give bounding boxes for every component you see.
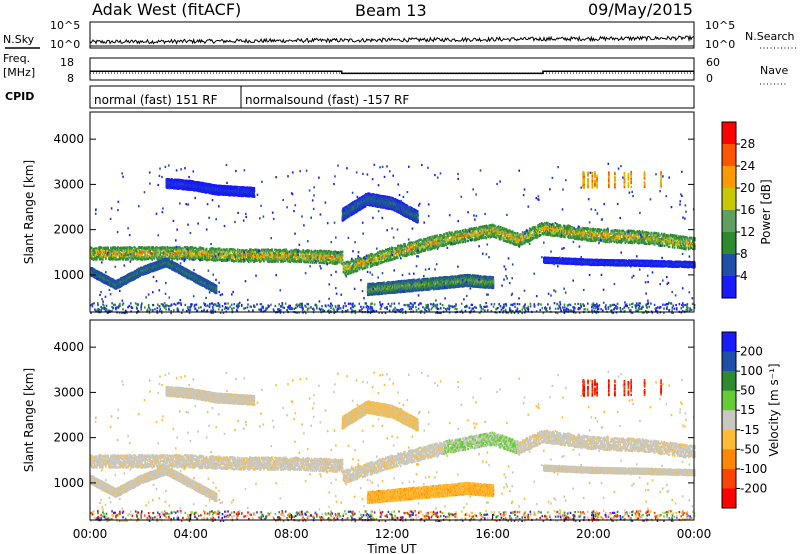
colorbar-tick-label: -100 (740, 462, 767, 476)
x-tick-label: 04:00 (173, 527, 208, 541)
power-ylabel: Slant Range [km] (22, 160, 36, 264)
colorbar-tick-label: -200 (740, 481, 767, 495)
nsky-tick-bottom: 10^0 (50, 38, 80, 51)
nsearch-label: N.Search (745, 30, 795, 43)
freq-tick-bottom: 8 (67, 72, 74, 85)
x-tick-label: 12:00 (375, 527, 410, 541)
x-tick-label: 00:00 (677, 527, 712, 541)
cpid-segment-label: normalsound (fast) -157 RF (245, 93, 409, 107)
nave-tick-top: 60 (706, 56, 720, 69)
freq-label: Freq. (3, 52, 30, 65)
x-tick-label: 16:00 (475, 527, 510, 541)
velocity-colorbar-label: Velocity [m s⁻¹] (767, 363, 781, 456)
date-title: 09/May/2015 (588, 0, 693, 19)
colorbar-tick-label: 4 (740, 269, 748, 283)
time-axis-label: Time UT (366, 542, 417, 554)
nave-label: Nave (760, 64, 788, 77)
freq-unit: [MHz] (3, 66, 35, 79)
beam-title: Beam 13 (355, 1, 427, 20)
nave-tick-bottom: 0 (706, 72, 713, 85)
x-tick-label: 08:00 (274, 527, 309, 541)
station-title: Adak West (fitACF) (92, 0, 241, 19)
power-colorbar-label: Power [dB] (759, 179, 773, 244)
freq-tick-top: 18 (60, 56, 74, 69)
velocity-panel: 1000 2000 3000 4000 00:00 04:00 08:00 12:00 16:… (22, 320, 711, 554)
colorbar-tick-label: 15 (740, 403, 755, 417)
freq-panel: Freq. [MHz] 18 8 60 0 Nave (3, 52, 788, 85)
nsky-trace (90, 36, 694, 46)
colorbar-tick-label: -15 (740, 423, 760, 437)
y-tick-label: 4000 (53, 132, 84, 146)
power-colorbar: 4 8 12 16 20 24 28 Power [dB] (722, 122, 773, 299)
colorbar-tick-label: -50 (740, 442, 760, 456)
velocity-colorbar: 200 100 50 15 -15 -50 -100 -200 Velocity [m s⁻¹… (722, 332, 781, 509)
colorbar-tick-label: 8 (740, 247, 748, 261)
velocity-ylabel: Slant Range [km] (22, 368, 36, 472)
y-tick-label: 1000 (53, 268, 84, 282)
cpid-label: CPID (5, 90, 34, 103)
colorbar-tick-label: 200 (740, 345, 763, 359)
colorbar-tick-label: 12 (740, 225, 755, 239)
y-tick-label: 2000 (53, 431, 84, 445)
colorbar-tick-label: 20 (740, 181, 755, 195)
colorbar-tick-label: 50 (740, 384, 755, 398)
colorbar-tick-label: 16 (740, 203, 755, 217)
y-tick-label: 2000 (53, 223, 84, 237)
x-tick-label: 20:00 (576, 527, 611, 541)
x-tick-label: 00:00 (73, 527, 108, 541)
nsky-panel: N.Sky 10^5 10^0 10^5 10^0 N.Search (3, 19, 796, 51)
freq-trace (90, 71, 694, 73)
power-panel: 1000 2000 3000 4000 Slant Range [km] (22, 112, 696, 314)
cpid-segment-label: normal (fast) 151 RF (94, 93, 218, 107)
nsearch-tick-top: 10^5 (705, 19, 735, 32)
nsky-label: N.Sky (3, 33, 35, 46)
colorbar-tick-label: 24 (740, 159, 755, 173)
nsearch-tick-bottom: 10^0 (705, 38, 735, 51)
y-tick-label: 4000 (53, 340, 84, 354)
y-tick-label: 3000 (53, 177, 84, 191)
y-tick-label: 1000 (53, 476, 84, 490)
colorbar-tick-label: 28 (740, 137, 755, 151)
cpid-panel: CPID normal (fast) 151 RF normalsound (fa… (5, 86, 694, 108)
y-tick-label: 3000 (53, 385, 84, 399)
nsky-tick-top: 10^5 (50, 19, 80, 32)
colorbar-tick-label: 100 (740, 364, 763, 378)
